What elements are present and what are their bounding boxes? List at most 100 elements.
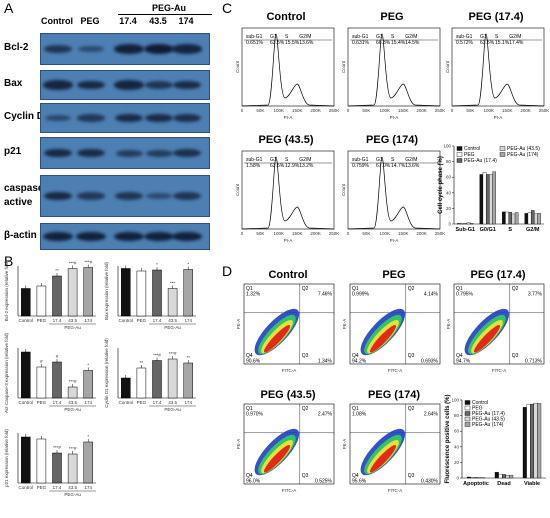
significance-label: #: [56, 354, 59, 359]
blot-row-label: Bax: [4, 78, 22, 89]
significance-label: ***#: [69, 446, 77, 451]
y-tick-label: 80: [446, 159, 452, 164]
x-tick-label: Control: [119, 400, 134, 405]
apoptosis-summary-chart: Fluorescence positive cells (%)020406080…: [445, 394, 546, 487]
legend-swatch: [465, 406, 470, 410]
x-tick-label: PEG: [37, 400, 47, 405]
x-tick-label: 17.4: [53, 318, 62, 323]
x-tick-label: 250K: [435, 231, 446, 236]
blot-band: [115, 114, 144, 123]
quadrant-percent: 2.64%: [424, 412, 439, 418]
quadrant-name: Q2: [408, 286, 415, 292]
gate-percent: 13.6%: [405, 163, 420, 169]
quadrant-percent: 94.2%: [352, 359, 367, 365]
x-tick-label: 150K: [292, 108, 303, 113]
y-tick-label: 40: [446, 190, 452, 195]
blot-band: [144, 232, 173, 241]
x-tick-label: 43.5: [68, 318, 77, 323]
x-tick-label: 174: [184, 400, 192, 405]
chart-ylabel: Cyclin D1 expression (relative fold): [104, 338, 109, 408]
bar: [530, 404, 534, 478]
bar: [467, 477, 471, 478]
gate-percent: 15.1%: [495, 40, 510, 46]
significance-label: **: [186, 355, 190, 360]
gate-percent: 66.3%: [376, 40, 391, 46]
x-tick-label: Apoptotic: [463, 481, 489, 487]
apoptosis-scatter: PEGQ10.999%Q24.14%Q494.2%Q30.693%FITC-AP…: [342, 269, 440, 373]
x-tick-label: 174: [84, 318, 92, 323]
legend-swatch: [465, 423, 470, 427]
x-tick-label: 0: [241, 231, 244, 236]
histogram-title: PEG (17.4): [468, 11, 523, 23]
x-axis-label: PI-A: [494, 115, 503, 120]
x-tick-label: PEG: [37, 485, 47, 490]
mini-bar-chart: Act-Caspase-3 expression (relative fold)…: [4, 332, 96, 413]
x-tick-label: 100K: [274, 108, 285, 113]
significance-label: ***#: [69, 261, 77, 266]
y-tick-label: 60: [454, 429, 460, 434]
bar: [470, 223, 473, 224]
y-tick-label: 80: [454, 413, 460, 418]
quadrant-name: Q3: [408, 353, 415, 359]
bar: [502, 212, 505, 224]
quadrant-percent: 94.7%: [456, 359, 471, 365]
significance-label: ***#: [153, 353, 161, 358]
bar: [84, 268, 93, 317]
blot-band: [76, 232, 105, 241]
cell-cycle-histogram: Controlsub-G10.651%G163.5%S15.5%G2/M13.6…: [235, 11, 339, 120]
x-axis-label: FITC-A: [388, 368, 403, 373]
x-tick-label: 174: [84, 400, 92, 405]
bar: [534, 403, 538, 478]
y-tick-label: 20: [446, 206, 452, 211]
legend-swatch: [465, 401, 470, 405]
blot-band: [145, 114, 174, 123]
x-tick-label: 200K: [520, 108, 531, 113]
significance-label: #: [40, 359, 43, 364]
bar: [121, 269, 130, 317]
x-group-label: PEG-Au: [164, 325, 181, 330]
gate-percent: 0.572%: [456, 40, 474, 46]
gate-percent: 0.759%: [352, 163, 370, 169]
quadrant-percent: 7.46%: [318, 292, 333, 298]
blot-band: [173, 114, 201, 122]
x-tick-label: 150K: [398, 108, 409, 113]
x-tick-label: 0: [347, 231, 350, 236]
scatter-title: Control: [268, 269, 307, 281]
gate-percent: 63.5%: [480, 40, 495, 46]
significance-label: *: [187, 262, 189, 267]
significance-label: *: [87, 434, 89, 439]
panel-d-svg: ControlQ11.32%Q27.46%Q490.6%Q31.34%FITC-…: [228, 268, 550, 513]
x-tick-label: 0: [241, 108, 244, 113]
bar: [137, 271, 146, 316]
apoptosis-scatter: PEG (17.4)Q10.795%Q23.77%Q494.7%Q30.713%…: [446, 269, 544, 373]
gate-percent: 0.631%: [352, 40, 370, 46]
y-axis-label: Count: [235, 60, 240, 73]
y-axis-label: Count: [445, 60, 450, 73]
blot-band: [77, 81, 106, 90]
y-tick-label: 0: [456, 476, 459, 481]
chart-ylabel: Bax expression (relative fold): [104, 261, 109, 320]
blot-strip: [40, 70, 210, 100]
quadrant-percent: 0.795%: [456, 292, 474, 298]
y-tick-label: 60: [446, 175, 452, 180]
y-tick-label: 0: [448, 222, 451, 227]
bar: [53, 362, 62, 398]
x-axis-label: PI-A: [284, 238, 293, 243]
x-tick-label: 0: [347, 108, 350, 113]
x-tick-label: 0: [451, 108, 454, 113]
bar: [53, 453, 62, 483]
x-tick-label: 100K: [380, 231, 391, 236]
x-tick-label: 200K: [310, 231, 321, 236]
x-group-label: PEG-Au: [164, 407, 181, 412]
bar: [168, 289, 177, 317]
blot-band: [77, 114, 104, 121]
blot-band: [44, 149, 73, 158]
gate-percent: 14.7%: [391, 163, 406, 169]
x-tick-label: 250K: [435, 108, 446, 113]
x-tick-label: Dead: [497, 481, 510, 487]
y-tick-label: 100: [451, 398, 459, 403]
y-axis-label: PE-A: [446, 319, 451, 330]
